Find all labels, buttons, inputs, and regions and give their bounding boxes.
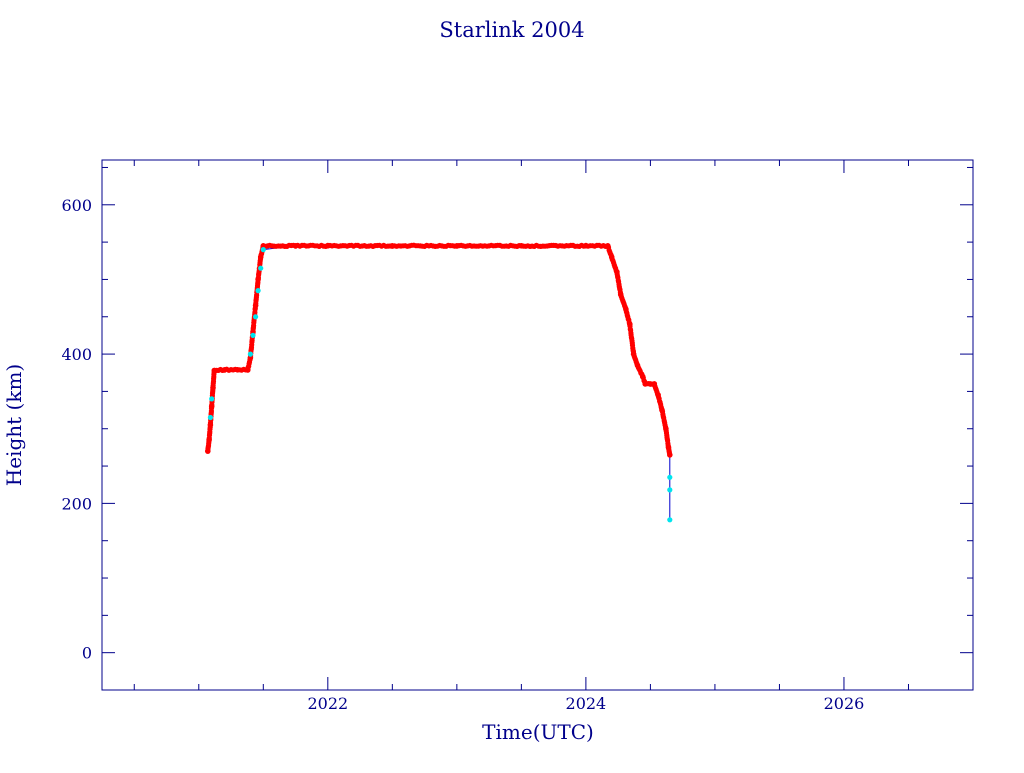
data-point-red	[390, 243, 396, 249]
data-point-red	[667, 452, 673, 458]
data-point-red	[212, 368, 218, 374]
data-point-cyan	[667, 517, 672, 522]
data-point-red	[519, 243, 525, 249]
data-point-red	[210, 385, 216, 391]
data-point-red	[253, 303, 259, 309]
height-trace-line	[208, 246, 670, 520]
data-point-red	[655, 392, 661, 398]
data-point-red	[640, 374, 646, 380]
data-point-red	[623, 307, 629, 313]
data-point-red	[642, 381, 648, 387]
data-point-cyan	[258, 266, 263, 271]
x-axis-label: Time(UTC)	[482, 720, 594, 744]
data-point-cyan	[256, 288, 261, 293]
data-point-red	[631, 351, 637, 357]
data-point-red	[454, 243, 460, 249]
y-axis-label: Height (km)	[2, 364, 26, 486]
x-tick-label: 2026	[824, 694, 865, 713]
chart-title: Starlink 2004	[439, 18, 584, 42]
y-tick-label: 400	[61, 345, 92, 364]
data-point-cyan	[253, 314, 258, 319]
data-series	[205, 243, 673, 523]
data-point-red	[209, 404, 215, 410]
data-point-cyan	[261, 247, 266, 252]
data-point-red	[293, 243, 299, 249]
data-point-red	[258, 254, 264, 260]
data-point-red	[618, 292, 624, 298]
x-tick-label: 2024	[566, 694, 607, 713]
data-point-red	[627, 321, 633, 327]
data-point-red	[635, 363, 641, 369]
data-point-cyan	[208, 415, 213, 420]
data-point-red	[208, 422, 214, 428]
axis-ticks: 0 200 400 600 2022 2024 2026	[61, 160, 973, 713]
y-tick-label: 600	[61, 196, 92, 215]
data-point-red	[222, 367, 228, 373]
data-point-red	[325, 243, 331, 249]
data-point-cyan	[250, 333, 255, 338]
plot-frame	[102, 160, 973, 690]
data-point-cyan	[209, 396, 214, 401]
data-point-red	[245, 367, 251, 373]
data-point-red	[235, 367, 241, 373]
y-tick-label: 200	[61, 494, 92, 513]
data-point-red	[583, 243, 589, 249]
data-point-cyan	[667, 475, 672, 480]
y-tick-label: 0	[82, 644, 92, 663]
data-point-red	[659, 407, 665, 413]
data-point-red	[663, 426, 669, 432]
data-point-red	[652, 381, 658, 387]
data-point-red	[255, 277, 261, 283]
x-tick-label: 2022	[307, 694, 348, 713]
data-point-red	[614, 269, 620, 275]
data-point-red	[666, 445, 672, 451]
data-point-red	[609, 254, 615, 260]
data-point-cyan	[667, 487, 672, 492]
data-point-red	[206, 437, 212, 443]
data-point-red	[605, 243, 611, 249]
data-point-cyan	[248, 352, 253, 357]
data-point-red	[205, 448, 211, 454]
